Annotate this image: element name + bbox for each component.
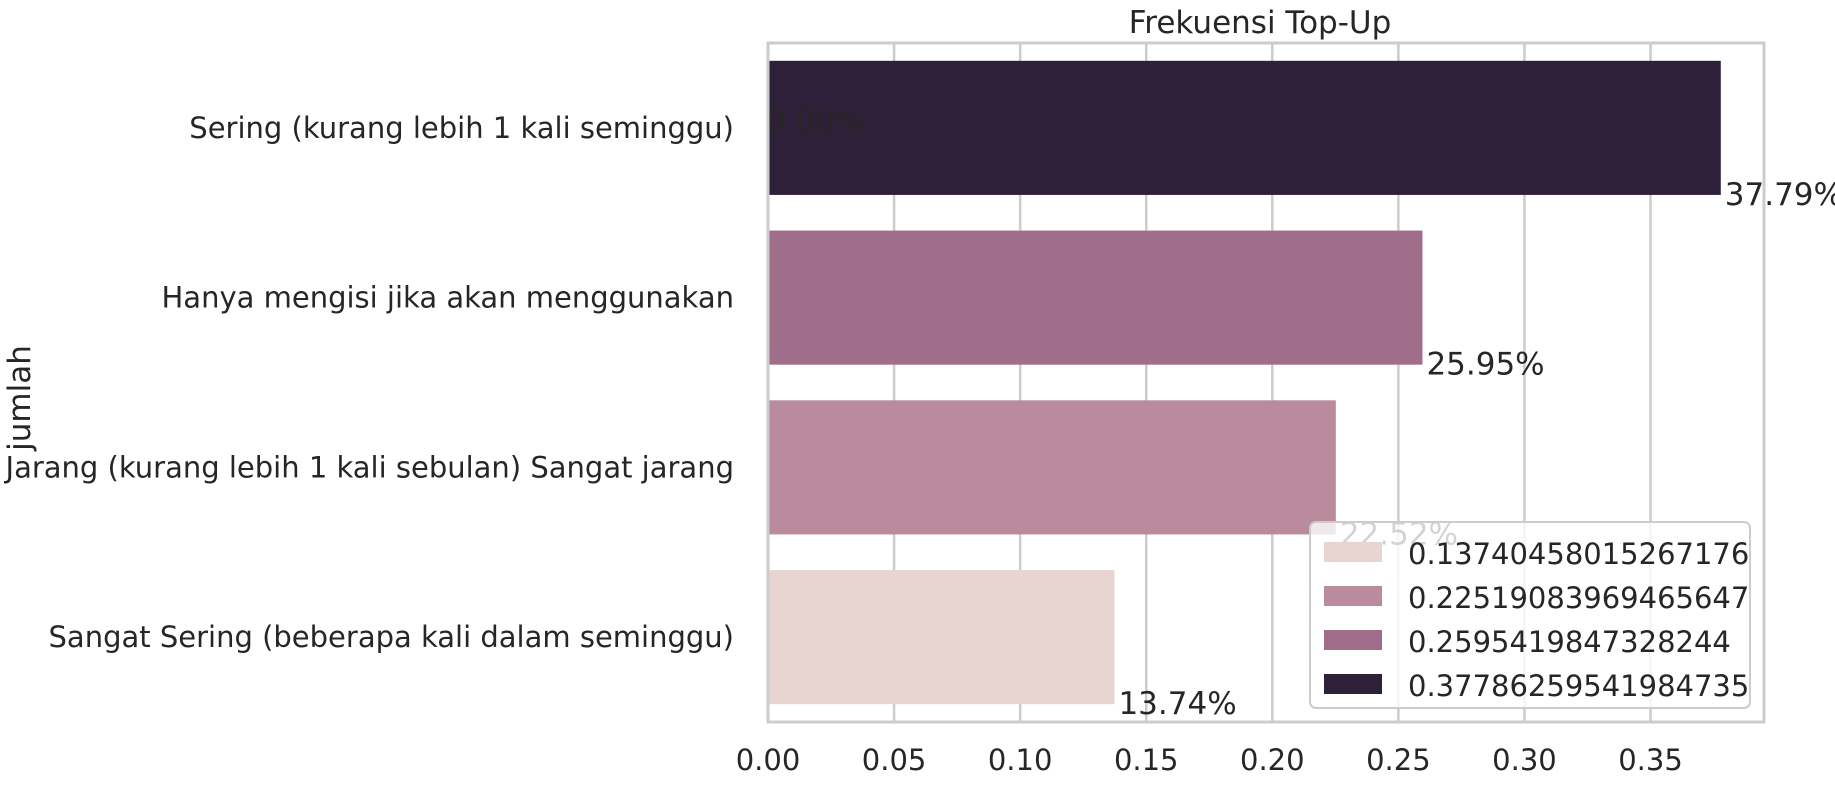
legend-label: 0.2595419847328244: [1408, 625, 1731, 659]
bar-value-label: 25.95%: [1426, 347, 1544, 383]
legend: 0.13740458015267176 0.22519083969465647 0.…: [1309, 521, 1751, 709]
chart-title: Frekuensi Top-Up: [1129, 5, 1392, 41]
legend-label: 0.22519083969465647: [1408, 581, 1749, 615]
tick-layer: 0.00 0.05 0.10 0.15 0.20 0.25 0.30 0.35 Sering (…: [4, 111, 1683, 777]
y-tick-label: Sangat Sering (beberapa kali dalam semin…: [49, 620, 734, 654]
legend-label: 0.37786259541984735: [1408, 669, 1749, 703]
x-tick-label: 0.20: [1240, 743, 1305, 777]
bar: [768, 60, 1721, 195]
legend-swatch: [1324, 630, 1382, 650]
x-tick-label: 0.35: [1618, 743, 1683, 777]
legend-label: 0.13740458015267176: [1408, 537, 1749, 571]
legend-swatch: [1324, 542, 1382, 562]
bar: [768, 230, 1423, 365]
bar-layer: [768, 60, 1721, 705]
x-tick-label: 0.25: [1366, 743, 1431, 777]
y-tick-label: Sering (kurang lebih 1 kali seminggu): [189, 111, 734, 145]
x-tick-label: 0.15: [1114, 743, 1179, 777]
legend-box: [1309, 521, 1751, 709]
y-axis-label: jumlah: [2, 345, 38, 452]
x-tick-label: 0.05: [862, 743, 927, 777]
bar: [768, 570, 1115, 705]
bar: [768, 400, 1336, 535]
bar-value-label: 13.74%: [1118, 686, 1236, 722]
legend-swatch: [1324, 674, 1382, 694]
x-tick-label: 0.10: [988, 743, 1053, 777]
legend-swatch: [1324, 586, 1382, 606]
axes-frame: [766, 41, 1766, 724]
bar-value-label: 37.79%: [1725, 177, 1835, 213]
stray-value-label: 0.00%: [766, 104, 864, 140]
y-tick-label: Hanya mengisi jika akan menggunakan: [162, 281, 735, 315]
x-tick-label: 0.00: [736, 743, 801, 777]
axes-border: [766, 41, 1766, 724]
y-tick-label: Jarang (kurang lebih 1 kali sebulan) San…: [4, 450, 734, 484]
x-tick-label: 0.30: [1492, 743, 1557, 777]
